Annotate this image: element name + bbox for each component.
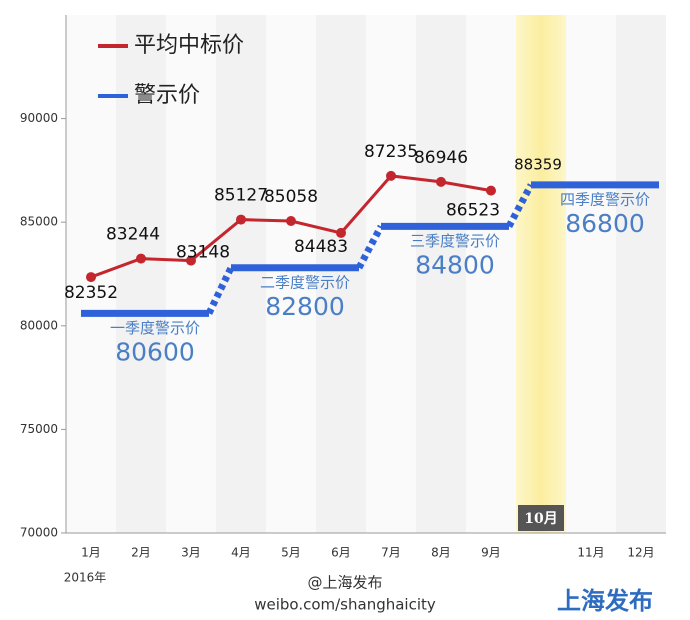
x-tick-label: 6月 xyxy=(331,546,351,560)
column-band xyxy=(266,15,316,533)
x-tick-label: 9月 xyxy=(481,546,501,560)
data-label: 87235 xyxy=(364,142,418,162)
footer-logo: 上海发布 xyxy=(557,587,653,615)
step-connector xyxy=(505,183,535,228)
column-band xyxy=(416,15,466,533)
data-label: 85058 xyxy=(264,187,318,207)
column-band xyxy=(316,15,366,533)
annotation: 88359 xyxy=(514,155,562,173)
column-band xyxy=(566,15,616,533)
highlight-box xyxy=(518,505,564,531)
x-tick-label: 4月 xyxy=(231,546,251,560)
quarter-label: 二季度警示价 xyxy=(260,273,350,291)
x-tick-label: 3月 xyxy=(181,546,201,560)
data-label: 83148 xyxy=(176,243,230,263)
line-point xyxy=(286,215,296,226)
y-tick-label: 90000 xyxy=(20,111,58,125)
x-tick-label: 5月 xyxy=(281,546,301,560)
line-point xyxy=(336,227,346,238)
column-band xyxy=(166,15,216,533)
line-point xyxy=(86,272,96,283)
column-band xyxy=(216,15,266,533)
data-label: 86946 xyxy=(414,148,468,168)
data-label: 84483 xyxy=(294,237,348,257)
x-tick-label: 11月 xyxy=(577,546,604,560)
line-point xyxy=(486,185,496,196)
column-band xyxy=(616,15,666,533)
step-value-label: 84800 xyxy=(415,250,495,279)
column-band xyxy=(466,15,516,533)
y-tick-label: 70000 xyxy=(20,526,58,540)
line-point xyxy=(436,176,446,187)
legend-label: 平均中标价 xyxy=(134,33,244,58)
column-band xyxy=(366,15,416,533)
x-tick-label: 2月 xyxy=(131,546,151,560)
legend-label: 警示价 xyxy=(134,83,200,108)
x-tick-label: 8月 xyxy=(431,546,451,560)
x-tick-label: 12月 xyxy=(627,546,654,560)
x-tick-label: 1月 xyxy=(81,546,101,560)
year-label: 2016年 xyxy=(64,571,107,585)
column-band xyxy=(116,15,166,533)
line-point xyxy=(236,214,246,225)
step-value-label: 82800 xyxy=(265,292,345,321)
line-point xyxy=(186,255,196,266)
data-label: 82352 xyxy=(64,283,118,303)
data-label: 85127 xyxy=(214,186,268,206)
quarter-label: 三季度警示价 xyxy=(410,232,500,250)
data-label: 86523 xyxy=(446,201,500,221)
y-tick-label: 85000 xyxy=(20,215,58,229)
step-connector xyxy=(355,224,385,270)
step-value-label: 86800 xyxy=(565,209,645,238)
data-label: 83244 xyxy=(106,225,160,245)
quarter-label: 四季度警示价 xyxy=(560,190,650,208)
footer-url: weibo.com/shanghaicity xyxy=(254,596,436,614)
step-value-label: 80600 xyxy=(115,337,195,366)
line-point xyxy=(386,170,396,181)
line-point xyxy=(136,253,146,264)
quarter-label: 一季度警示价 xyxy=(110,319,200,337)
x-tick-label: 10月 xyxy=(524,511,557,527)
footer-account: @上海发布 xyxy=(307,574,382,592)
x-tick-label: 7月 xyxy=(381,546,401,560)
y-tick-label: 75000 xyxy=(20,422,58,436)
column-band xyxy=(516,15,566,533)
y-tick-label: 80000 xyxy=(20,318,58,332)
